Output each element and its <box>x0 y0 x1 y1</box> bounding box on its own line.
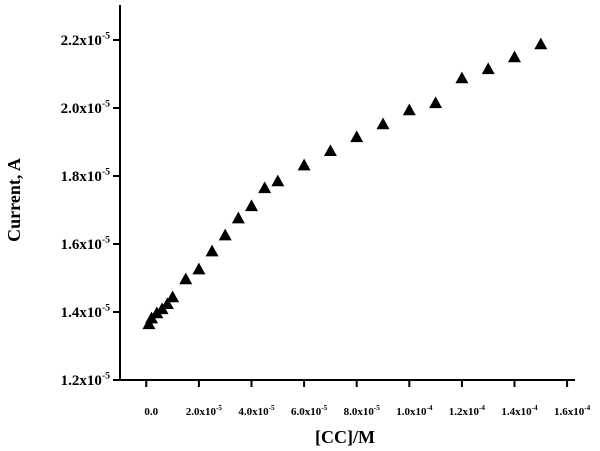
data-point <box>205 244 219 257</box>
tick-label: 2.0x10-5 <box>61 98 110 117</box>
tick-label-mantissa: 2.2x10 <box>61 33 102 49</box>
data-point <box>192 262 206 275</box>
tick-label: 1.2x10-5 <box>61 370 110 389</box>
tick-label-mantissa: 1.4x10 <box>61 305 102 321</box>
data-point <box>481 62 495 75</box>
data-point <box>376 117 390 130</box>
data-point <box>166 290 180 303</box>
data-point <box>402 103 416 116</box>
tick-label: 1.0x10-4 <box>396 404 433 418</box>
tick-label-exponent: -5 <box>102 98 110 109</box>
tick-label-exponent: -5 <box>102 166 110 177</box>
tick-label: 1.6x10-4 <box>554 404 591 418</box>
data-point <box>179 272 193 285</box>
data-point <box>258 181 272 194</box>
tick-label: 8.0x10-5 <box>344 404 381 418</box>
tick-label-exponent: -5 <box>102 370 110 381</box>
tick-label: 2.0x10-5 <box>186 404 223 418</box>
tick-label-exponent: -4 <box>426 404 432 412</box>
data-point <box>455 71 469 84</box>
tick-label: 1.6x10-5 <box>61 234 110 253</box>
data-point <box>350 130 364 143</box>
tick-label-mantissa: 1.2x10 <box>449 406 480 418</box>
data-point <box>508 50 522 63</box>
tick-label-mantissa: 6.0x10 <box>291 406 322 418</box>
tick-label: 1.2x10-4 <box>449 404 486 418</box>
tick-label-exponent: -4 <box>584 404 590 412</box>
tick-label-mantissa: 4.0x10 <box>238 406 269 418</box>
tick-label-mantissa: 0.0 <box>144 406 158 418</box>
tick-label-exponent: -5 <box>321 404 327 412</box>
tick-label-mantissa: 1.6x10 <box>554 406 585 418</box>
tick-label-exponent: -4 <box>479 404 485 412</box>
data-point <box>245 199 259 212</box>
tick-label-mantissa: 1.0x10 <box>396 406 427 418</box>
tick-label: 1.8x10-5 <box>61 166 110 185</box>
tick-label: 1.4x10-4 <box>501 404 538 418</box>
tick-label-mantissa: 1.6x10 <box>61 237 102 253</box>
tick-label: 1.4x10-5 <box>61 302 110 321</box>
data-point <box>271 174 285 187</box>
tick-label-mantissa: 1.8x10 <box>61 169 102 185</box>
tick-label-exponent: -4 <box>532 404 538 412</box>
x-axis-title: [CC]/M <box>315 427 375 447</box>
tick-label-mantissa: 1.2x10 <box>61 373 102 389</box>
tick-label: 6.0x10-5 <box>291 404 328 418</box>
y-axis-title: Current, A <box>4 158 24 242</box>
tick-label-exponent: -5 <box>102 302 110 313</box>
tick-label-mantissa: 2.0x10 <box>61 101 102 117</box>
tick-label-mantissa: 2.0x10 <box>186 406 217 418</box>
tick-label-exponent: -5 <box>269 404 275 412</box>
data-point <box>160 297 174 310</box>
tick-label-exponent: -5 <box>102 30 110 41</box>
tick-label: 0.0 <box>144 406 158 418</box>
data-point <box>323 144 337 157</box>
data-point <box>534 37 548 50</box>
data-point <box>231 211 245 224</box>
data-point <box>218 228 232 241</box>
tick-label-mantissa: 1.4x10 <box>501 406 532 418</box>
data-point <box>429 96 443 109</box>
tick-label-mantissa: 8.0x10 <box>344 406 375 418</box>
tick-label-exponent: -5 <box>216 404 222 412</box>
tick-label-exponent: -5 <box>102 234 110 245</box>
data-point <box>297 158 311 171</box>
tick-label: 4.0x10-5 <box>238 404 275 418</box>
tick-label-exponent: -5 <box>374 404 380 412</box>
tick-label: 2.2x10-5 <box>61 30 110 49</box>
